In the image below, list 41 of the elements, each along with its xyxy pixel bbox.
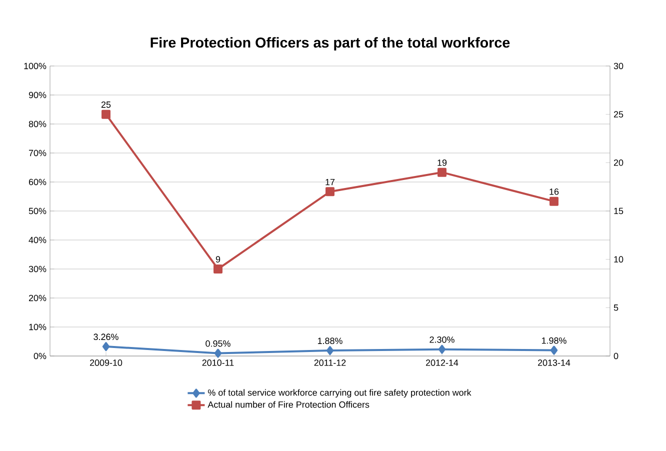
y-tick-label: 90% bbox=[28, 92, 46, 98]
data-label: 3.26% bbox=[94, 334, 118, 340]
data-label: 1.98% bbox=[542, 337, 566, 344]
point bbox=[550, 196, 558, 206]
data-label: 16 bbox=[550, 188, 559, 195]
y2-tick-label: 0 bbox=[614, 352, 618, 360]
y2-tick-label: 25 bbox=[614, 111, 624, 118]
data-label: 19 bbox=[438, 159, 447, 166]
x-tick-label: 2013-14 bbox=[538, 360, 570, 366]
y2-tick-label: 5 bbox=[614, 304, 618, 311]
y-tick-label: 0% bbox=[34, 352, 46, 360]
data-label: 25 bbox=[101, 101, 111, 108]
y-tick-label: 50% bbox=[28, 208, 46, 214]
x-tick-label: 2011-12 bbox=[314, 360, 346, 366]
y-tick-label: 60% bbox=[28, 178, 46, 186]
data-label: 9 bbox=[216, 256, 220, 262]
chart-title: Fire Protection Officers as part of the total workforce bbox=[150, 37, 510, 51]
y2-tick-label: 20 bbox=[614, 159, 624, 166]
y2-tick-label: 15 bbox=[614, 208, 624, 214]
data-label: 0.95% bbox=[206, 340, 230, 347]
y-tick-label: 30% bbox=[28, 266, 46, 272]
data-label: 2.30% bbox=[430, 336, 454, 343]
point bbox=[438, 168, 446, 177]
y-tick-label: 100% bbox=[24, 62, 46, 70]
legend-label: Actual number of Fire Protection Officers bbox=[208, 401, 370, 408]
data-label: 1.88% bbox=[318, 338, 342, 344]
y-tick-label: 70% bbox=[28, 150, 46, 156]
point bbox=[326, 187, 334, 196]
y-tick-label: 80% bbox=[28, 120, 46, 128]
y-tick-label: 20% bbox=[28, 294, 46, 302]
y2-tick-label: 30 bbox=[614, 62, 624, 70]
x-tick-label: 2009-10 bbox=[90, 360, 122, 366]
legend-label: % of total service workforce carrying out fire safety protection work bbox=[208, 389, 472, 398]
point bbox=[102, 110, 110, 119]
x-tick-label: 2010-11 bbox=[202, 360, 234, 366]
y2-tick-label: 10 bbox=[614, 256, 624, 263]
point bbox=[214, 264, 222, 274]
y-tick-label: 10% bbox=[29, 324, 46, 330]
y-tick-label: 40% bbox=[28, 236, 46, 244]
data-label: 17 bbox=[326, 178, 335, 186]
x-tick-label: 2012-14 bbox=[426, 360, 458, 366]
